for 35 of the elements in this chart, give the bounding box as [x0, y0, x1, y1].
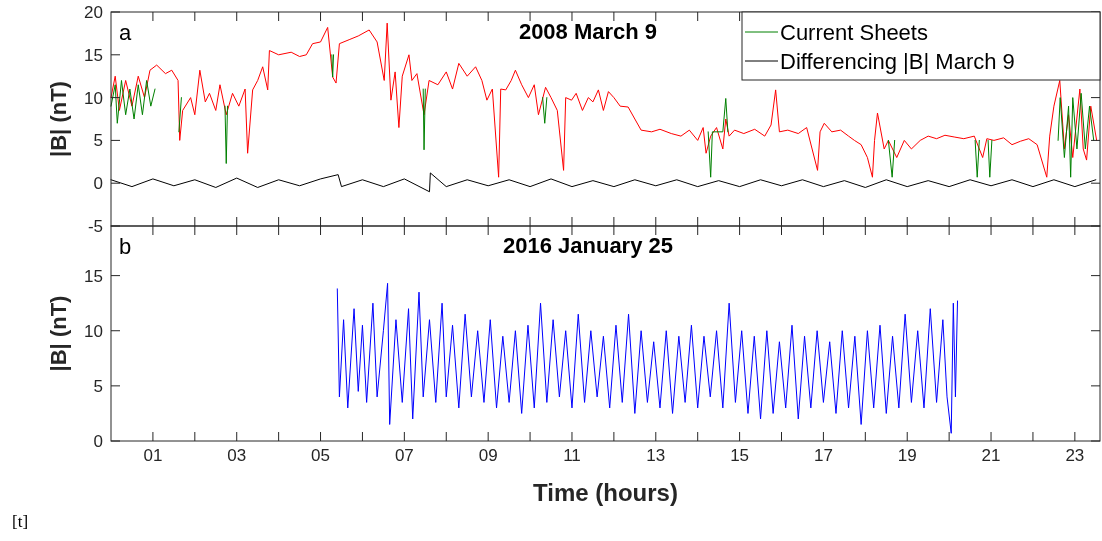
- text: [t]: [12, 512, 29, 531]
- annotation: a: [119, 20, 132, 45]
- x-tick-label: 17: [813, 446, 833, 465]
- y-tick-label: 10: [84, 88, 103, 108]
- x-tick-label: 07: [394, 446, 414, 465]
- legend-label: Differencing |B| March 9: [780, 48, 1015, 74]
- x-tick-label: 23: [1065, 446, 1085, 465]
- chart-title: 2008 March 9: [518, 19, 658, 44]
- x-tick-label: 01: [143, 446, 163, 465]
- y-tick-label: 5: [93, 131, 103, 151]
- legend-label: Current Sheets: [780, 19, 928, 45]
- x-tick-label: 15: [730, 446, 750, 465]
- y-tick-label: 15: [84, 266, 103, 286]
- x-tick-label: 19: [897, 446, 917, 465]
- x-tick-label: 11: [563, 446, 581, 465]
- chart-title: 2016 January 25: [502, 233, 674, 258]
- x-tick-label: 03: [227, 446, 247, 465]
- annotation: b: [119, 234, 132, 259]
- y-tick-label: 15: [84, 45, 103, 65]
- y-tick-label: 0: [93, 174, 103, 194]
- x-tick-label: 05: [311, 446, 330, 465]
- y-tick-label: -5: [87, 216, 103, 236]
- y-tick-label: 20: [84, 2, 103, 22]
- y-axis-title: |B| (nT): [46, 81, 71, 157]
- x-tick-label: 13: [646, 446, 666, 465]
- x-tick-label: 21: [981, 446, 1001, 465]
- x-axis-title: Time (hours): [533, 479, 678, 506]
- line-series: [336, 282, 959, 434]
- y-tick-label: 10: [84, 321, 103, 341]
- line-series: [110, 22, 1098, 178]
- y-axis-title: |B| (nT): [46, 295, 71, 372]
- y-tick-label: 0: [93, 431, 103, 451]
- line-series: [110, 172, 1097, 193]
- x-tick-label: 09: [478, 446, 498, 465]
- y-tick-label: 5: [93, 376, 103, 396]
